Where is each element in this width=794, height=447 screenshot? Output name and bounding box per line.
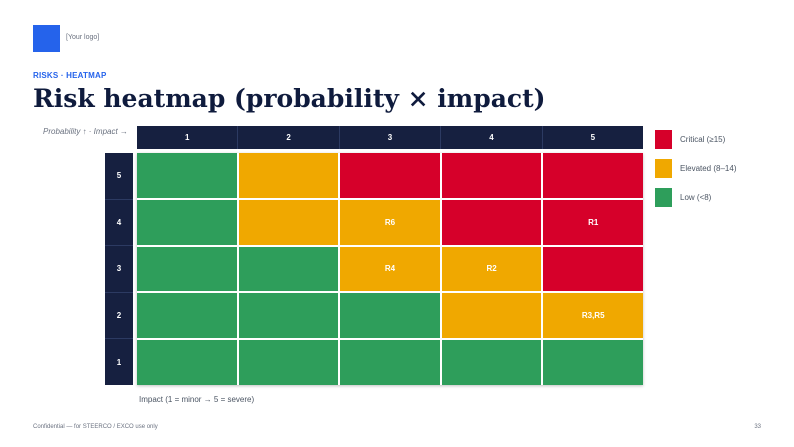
heatmap-cell xyxy=(543,340,643,385)
heatmap-cell xyxy=(441,293,542,339)
heatmap-cell: R2 xyxy=(441,246,542,292)
legend-swatch-elevated xyxy=(655,159,672,178)
impact-header-5: 5 xyxy=(590,133,596,142)
heatmap-cell xyxy=(137,340,237,385)
axis-note: Probability ↑ · Impact → xyxy=(43,127,128,136)
heatmap-cell xyxy=(137,153,237,198)
impact-scale-note: Impact (1 = minor → 5 = severe) xyxy=(139,395,255,404)
heatmap-cell xyxy=(441,153,542,198)
heatmap-cell xyxy=(238,293,339,339)
legend-swatch-low xyxy=(655,188,672,207)
legend: Critical (≥15) Elevated (8–14) Low (<8) xyxy=(655,130,736,217)
legend-label: Low (<8) xyxy=(680,193,712,202)
section-eyebrow: RISKS · HEATMAP xyxy=(33,71,107,80)
heatmap-cell xyxy=(238,199,339,245)
probability-header-4: 4 xyxy=(105,200,133,247)
heatmap-cell xyxy=(137,199,237,245)
heatmap-cell xyxy=(543,153,643,198)
legend-item-critical: Critical (≥15) xyxy=(655,130,736,149)
impact-header-3: 3 xyxy=(340,126,442,149)
page-number: 33 xyxy=(754,424,761,430)
impact-header-1: 1 xyxy=(137,126,239,149)
heatmap-cell: R4 xyxy=(340,246,440,292)
probability-header-5: 5 xyxy=(105,153,133,200)
heatmap-cell xyxy=(340,340,440,385)
heatmap-grid: R6 R1 R4 R2 R3,R5 xyxy=(137,153,643,385)
heatmap-cell: R3,R5 xyxy=(543,293,643,339)
footer-confidential: Confidential — for STEERCO / EXCO use on… xyxy=(33,424,158,430)
probability-header-1: 1 xyxy=(116,357,122,367)
logo-text: [Your logo] xyxy=(66,34,100,41)
legend-item-low: Low (<8) xyxy=(655,188,736,207)
heatmap-cell xyxy=(137,246,237,292)
legend-label: Critical (≥15) xyxy=(680,135,726,144)
logo-placeholder xyxy=(33,25,60,52)
page-title: Risk heatmap (probability × impact) xyxy=(33,84,546,113)
probability-header-3: 3 xyxy=(105,246,133,293)
heatmap-cell xyxy=(137,293,237,339)
heatmap-cell: R1 xyxy=(543,199,643,245)
impact-header-4: 4 xyxy=(441,126,543,149)
probability-header-2: 2 xyxy=(105,293,133,340)
heatmap-cell xyxy=(238,153,339,198)
heatmap-cell xyxy=(238,246,339,292)
heatmap-cell xyxy=(441,340,542,385)
impact-header-2: 2 xyxy=(238,126,340,149)
heatmap-cell xyxy=(340,293,440,339)
legend-swatch-critical xyxy=(655,130,672,149)
heatmap-cell xyxy=(441,199,542,245)
heatmap-cell: R6 xyxy=(340,199,440,245)
legend-label: Elevated (8–14) xyxy=(680,164,737,173)
heatmap-cell xyxy=(238,340,339,385)
heatmap-cell xyxy=(340,153,440,198)
heatmap-cell xyxy=(543,246,643,292)
legend-item-elevated: Elevated (8–14) xyxy=(655,159,736,178)
